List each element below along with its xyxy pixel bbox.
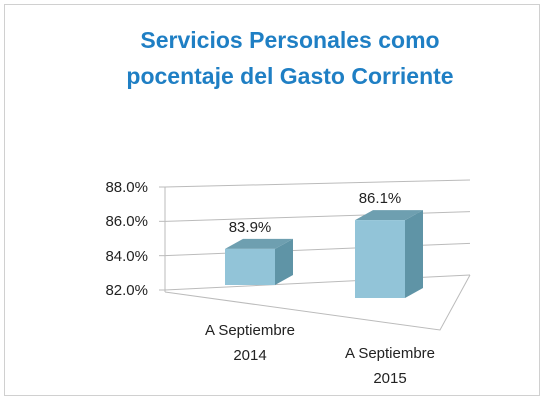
grid-line bbox=[164, 242, 471, 257]
y-tick-label: 82.0% bbox=[105, 282, 148, 299]
bar-side bbox=[275, 238, 293, 285]
bar bbox=[225, 248, 275, 285]
x-tick-label: A Septiembre 2015 bbox=[344, 345, 436, 387]
grid-line bbox=[164, 179, 471, 188]
y-tick-label: 84.0% bbox=[105, 247, 148, 265]
data-label: 86.1% bbox=[358, 190, 402, 208]
grid-line bbox=[164, 274, 471, 291]
bar-side bbox=[405, 210, 423, 298]
y-tick-label: 88.0% bbox=[105, 179, 148, 196]
bar-top bbox=[355, 210, 423, 221]
bar-top bbox=[225, 238, 293, 249]
chart-title: Servicios Personales como pocentaje del … bbox=[126, 27, 454, 89]
bar bbox=[355, 220, 405, 298]
x-tick-label: A Septiembre 2014 bbox=[204, 322, 296, 364]
data-label: 83.9% bbox=[228, 218, 272, 236]
chart-frame bbox=[4, 4, 540, 396]
y-tick-label: 86.0% bbox=[105, 213, 148, 231]
floor bbox=[164, 274, 471, 331]
